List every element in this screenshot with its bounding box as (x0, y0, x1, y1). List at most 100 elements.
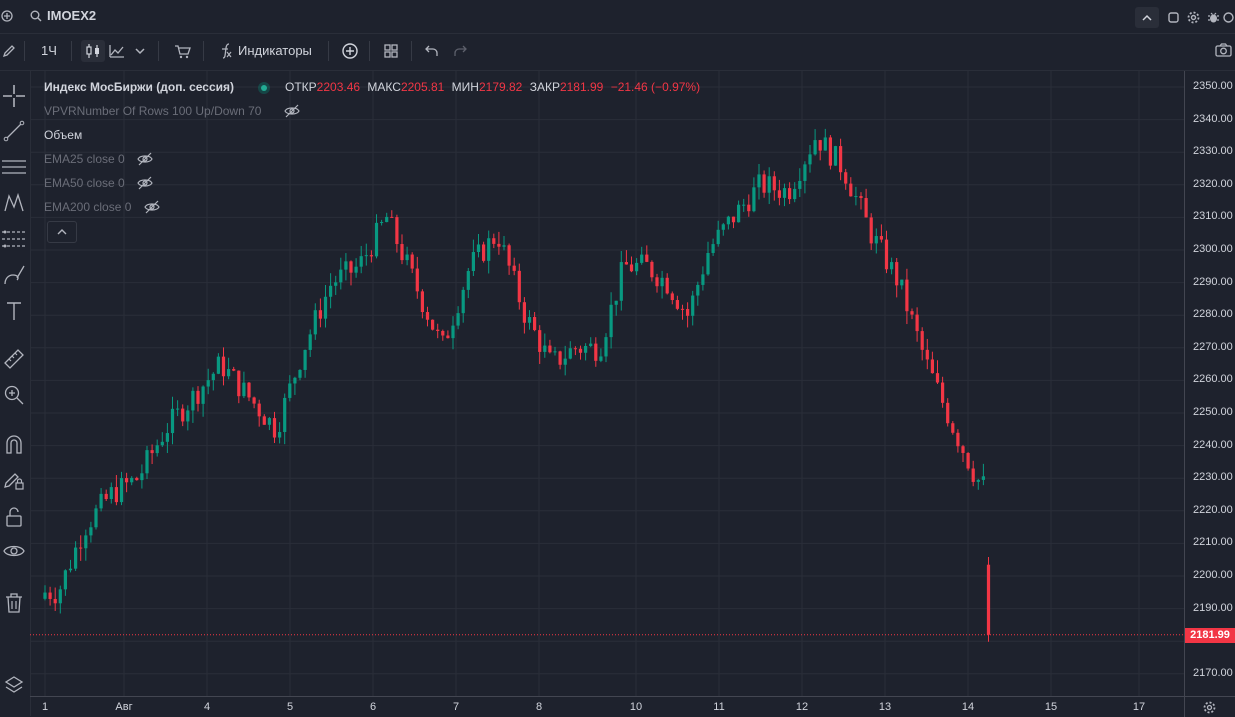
candle-down (247, 382, 251, 398)
time-axis[interactable]: 1 Авг 4 5 6 7 8 10 11 12 13 14 15 17 (30, 696, 1184, 717)
candle-down (482, 244, 486, 261)
camera-icon[interactable] (1213, 41, 1233, 59)
zoom-in-icon[interactable] (2, 383, 26, 407)
candle-up (726, 216, 730, 225)
candle-up (176, 408, 180, 410)
indicators-button[interactable]: Индикаторы (238, 43, 312, 58)
open-value: 2203.46 (316, 80, 361, 94)
price-axis[interactable]: 2350.00 2340.00 2330.00 2320.00 2310.00 2300.… (1184, 71, 1235, 696)
candle-up (660, 277, 664, 287)
candle-up (267, 418, 271, 425)
close-label: ЗАКР (529, 80, 560, 94)
market-status-dot-inner (261, 85, 267, 91)
candle-down (431, 319, 435, 330)
bug-icon[interactable] (1205, 9, 1221, 25)
candle-down (680, 308, 685, 310)
pencil-lock-icon[interactable] (2, 468, 26, 492)
candle-down (777, 190, 781, 198)
legend-collapse-button[interactable] (47, 221, 77, 243)
candle-down (818, 140, 822, 151)
candle-up (145, 450, 149, 474)
redo-icon[interactable] (451, 42, 469, 60)
add-icon[interactable] (0, 9, 14, 23)
plus-circle-icon[interactable] (340, 41, 360, 61)
candles-plot[interactable] (30, 71, 1184, 696)
brush-icon[interactable] (2, 263, 26, 287)
candle-down (578, 348, 583, 353)
candle-up (757, 174, 761, 188)
text-icon[interactable] (2, 299, 26, 323)
trend-line-icon[interactable] (2, 119, 26, 143)
area-chart-icon[interactable] (108, 43, 126, 59)
high-label: МАКС (367, 80, 401, 94)
search-icon[interactable] (29, 9, 43, 23)
settings-icon[interactable] (1201, 699, 1217, 715)
price-tick-label: 2340.00 (1193, 112, 1233, 125)
ruler-icon[interactable] (2, 347, 26, 371)
candle-up (130, 477, 134, 483)
unlock-icon[interactable] (2, 505, 26, 529)
candle-up (466, 271, 470, 290)
cart-icon[interactable] (172, 42, 192, 60)
candles-button[interactable] (81, 40, 105, 62)
gear-icon[interactable] (1185, 9, 1201, 25)
candle-up (354, 266, 358, 273)
eye-hidden-icon[interactable] (283, 103, 301, 119)
indicator-ema25[interactable]: EMA25 close 0 (44, 152, 125, 166)
candle-up (165, 433, 169, 442)
indicator-volume[interactable]: Объем (44, 128, 83, 142)
price-tick-label: 2170.00 (1193, 666, 1233, 679)
layout-grid-icon[interactable] (382, 42, 400, 60)
time-tick-label: 17 (1132, 701, 1146, 713)
candle-up (716, 229, 720, 245)
candle-down (349, 261, 353, 273)
eye-hidden-icon[interactable] (143, 199, 161, 215)
candle-down (272, 418, 277, 438)
candle-up (793, 188, 797, 200)
indicator-ema50[interactable]: EMA50 close 0 (44, 176, 125, 190)
candle-down (517, 270, 521, 303)
layers-icon[interactable] (2, 673, 26, 697)
candle-down (237, 370, 241, 397)
indicator-vpvr[interactable]: VPVRNumber Of Rows 100 Up/Down 70 (44, 104, 262, 118)
candle-up (568, 348, 572, 359)
eye-hidden-icon[interactable] (136, 175, 154, 191)
settings-icon[interactable] (1222, 9, 1235, 25)
interval-button[interactable]: 1Ч (41, 43, 57, 58)
candle-down (895, 262, 899, 286)
eye-hidden-icon[interactable] (136, 151, 154, 167)
pencil-icon[interactable] (0, 41, 18, 61)
candle-down (594, 343, 598, 361)
candle-down (930, 359, 934, 374)
pattern-icon[interactable] (2, 191, 26, 215)
candle-up (170, 408, 175, 434)
candle-up (527, 317, 532, 323)
candle-down (390, 216, 394, 218)
fib-icon[interactable] (2, 227, 26, 251)
price-chart[interactable] (30, 71, 1184, 696)
crosshair-icon[interactable] (2, 84, 26, 108)
candle-up (89, 527, 93, 536)
chevron-down-icon[interactable] (133, 45, 147, 57)
symbol-input[interactable]: IMOEX2 (47, 8, 97, 23)
legend-title: Индекс МосБиржи (доп. сессия) (44, 80, 235, 94)
candle-up (68, 568, 73, 571)
candle-down (884, 239, 889, 270)
square-icon[interactable] (1166, 10, 1180, 24)
candle-up (334, 282, 338, 286)
fx-icon[interactable] (216, 42, 234, 60)
trash-icon[interactable] (2, 591, 26, 615)
candle-up (691, 295, 695, 316)
toolbar-separator (24, 41, 25, 61)
toolbar-separator (71, 41, 72, 61)
horizontal-lines-icon[interactable] (2, 155, 26, 179)
indicator-ema200[interactable]: EMA200 close 0 (44, 200, 132, 214)
eye-icon[interactable] (2, 540, 26, 564)
candle-down (257, 403, 261, 417)
undo-icon[interactable] (423, 42, 441, 60)
candle-up (701, 274, 705, 285)
candle-down (181, 408, 185, 422)
magnet-icon[interactable] (2, 432, 26, 456)
candle-up (405, 254, 409, 261)
collapse-button[interactable] (1135, 7, 1159, 28)
